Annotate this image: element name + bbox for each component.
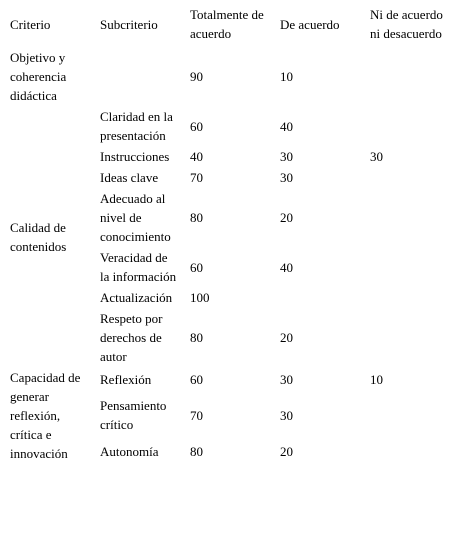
table-row: Capacidad de generar reflexión, crítica …: [10, 367, 460, 461]
table-row: Adecuado al nivel de conocimiento 80 20: [10, 188, 460, 247]
value-cell: 80: [190, 210, 203, 225]
value-cell: 70: [190, 170, 203, 185]
criterion-cell: Calidad de contenidos: [10, 219, 67, 254]
table-row: Objetivo y coherencia didáctica 90 10: [10, 47, 460, 106]
header-cell: Subcriterio: [100, 16, 158, 32]
subcriterion-cell: Claridad en la presentación: [100, 109, 173, 143]
value-cell: 70: [190, 407, 203, 423]
value-cell: 30: [280, 149, 293, 164]
table-row: Ideas clave 70 30: [10, 167, 460, 188]
subcriterion-cell: Actualización: [100, 290, 173, 305]
value-cell: 80: [190, 444, 203, 460]
value-cell: 20: [280, 444, 293, 460]
table-row: Calidad de contenidos Claridad en la pres…: [10, 106, 460, 254]
subcriterion-cell: Respeto por derechos de autor: [100, 311, 163, 364]
value-cell: 10: [370, 371, 383, 387]
criterion-cell: Capacidad de generar reflexión, crítica …: [10, 370, 81, 461]
value-cell: [370, 167, 460, 188]
subcriterion-cell: Adecuado al nivel de conocimiento: [100, 191, 171, 244]
value-cell: 20: [280, 210, 293, 225]
header-cell: Ni de acuerdo ni desacuerdo: [370, 7, 443, 41]
subcriterion-cell: Pensamiento crítico: [100, 398, 167, 433]
table-row: Instrucciones 40 30 30: [10, 146, 460, 167]
table-row: Actualización 100: [10, 287, 460, 308]
value-cell: [370, 308, 460, 367]
subcriterion-cell: Instrucciones: [100, 149, 170, 164]
subcriterion-cell: Autonomía: [100, 444, 159, 460]
value-cell: 60: [190, 259, 203, 275]
value-cell: 40: [280, 118, 293, 134]
value-cell: 30: [280, 371, 293, 387]
table-row: Veracidad de la información 60 40: [10, 247, 460, 287]
header-cell: De acuerdo: [280, 16, 340, 32]
value-cell: [370, 247, 460, 287]
value-cell: 100: [190, 290, 210, 305]
value-cell: 20: [280, 330, 293, 345]
value-cell: 30: [370, 149, 383, 164]
table-row: Respeto por derechos de autor 80 20: [10, 308, 460, 367]
criterion-cell: Objetivo y coherencia didáctica: [10, 50, 67, 103]
subcriterion-cell: Ideas clave: [100, 170, 159, 185]
value-cell: 30: [280, 170, 293, 185]
subcriterion-cell: Veracidad de la información: [100, 250, 177, 284]
value-cell: [370, 287, 460, 308]
value-cell: [370, 188, 460, 247]
value-cell: [280, 287, 370, 308]
value-cell: 30: [280, 407, 293, 423]
survey-table: Criterio Subcriterio Totalmente de acuer…: [10, 4, 460, 464]
value-cell: [370, 106, 460, 146]
value-cell: 40: [280, 259, 293, 275]
value-cell: 40: [190, 149, 203, 164]
value-cell: [370, 392, 460, 439]
value-cell: [370, 439, 460, 464]
value-cell: 10: [280, 69, 293, 84]
header-cell: Totalmente de acuerdo: [190, 7, 264, 41]
value-cell: [370, 47, 460, 106]
value-cell: 60: [190, 118, 203, 134]
header-row: Criterio Subcriterio Totalmente de acuer…: [10, 4, 460, 47]
value-cell: 90: [190, 69, 203, 84]
table-row: Autonomía 80 20: [10, 439, 460, 464]
page: Criterio Subcriterio Totalmente de acuer…: [0, 4, 462, 534]
subcriterion-cell: [100, 47, 190, 106]
table-body: Objetivo y coherencia didáctica 90 10 Calid…: [10, 47, 460, 464]
subcriterion-cell: Reflexión: [100, 371, 152, 387]
value-cell: 80: [190, 330, 203, 345]
value-cell: 60: [190, 371, 203, 387]
table-row: Pensamiento crítico 70 30: [10, 392, 460, 439]
header-cell: Criterio: [10, 16, 51, 32]
